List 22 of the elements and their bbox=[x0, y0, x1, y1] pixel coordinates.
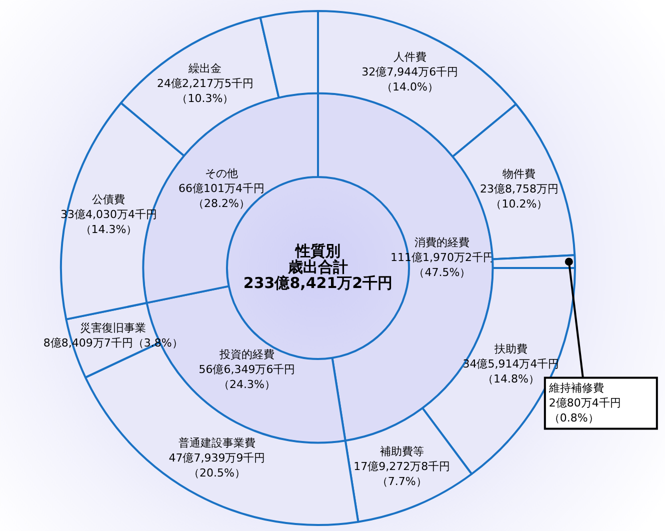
data-label: 23億8,758万円（10.2%） bbox=[480, 182, 558, 211]
text: 歳出合計 bbox=[287, 258, 348, 276]
slice-label: その他 bbox=[204, 167, 238, 180]
slice-label: 扶助費 bbox=[493, 342, 528, 356]
data-label: 66億101万4千円（28.2%） bbox=[178, 182, 264, 210]
data-label: 17億9,272万8千円（7.7%） bbox=[354, 460, 450, 488]
slice-label: 補助費等 bbox=[380, 444, 424, 458]
slice-label: 投資的経費 bbox=[218, 348, 274, 362]
data-label: 2億80万4千円（0.8%） bbox=[548, 396, 621, 425]
slice-label: 消費的経費 bbox=[414, 236, 470, 250]
data-label: 47億7,939万9千円（20.5%） bbox=[168, 452, 266, 480]
slice-label: 災害復旧事業 bbox=[80, 321, 146, 334]
slice-label: 人件費 bbox=[393, 50, 426, 64]
text: 性質別 bbox=[294, 242, 340, 260]
slice-label: 普通建設事業費 bbox=[178, 436, 256, 450]
data-label: 32億7,944万6千円（14.0%） bbox=[362, 66, 458, 94]
data-label: 56億6,349万6千円（24.3%） bbox=[198, 363, 296, 392]
data-label: 24億2,217万5千円（10.3%） bbox=[156, 76, 254, 105]
slice-label: 繰出金 bbox=[188, 62, 222, 75]
slice-label: 公債費 bbox=[92, 192, 126, 206]
slice-label: 物件費 bbox=[502, 168, 536, 181]
text: 233億8,421万2千円 bbox=[243, 274, 393, 292]
